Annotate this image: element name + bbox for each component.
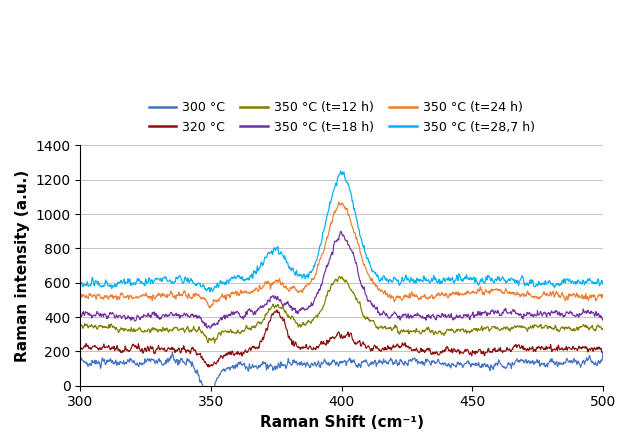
350 °C (t=18 h) (206, 326, 214, 331)
350 °C (t=12 h) (165, 330, 172, 335)
350 °C (t=24 h) (304, 281, 311, 287)
350 °C (t=12 h) (599, 327, 606, 332)
350 °C (t=12 h) (76, 325, 84, 330)
320 °C (253, 345, 261, 350)
350 °C (t=24 h) (206, 305, 214, 311)
350 °C (t=24 h) (146, 296, 153, 301)
320 °C (76, 347, 84, 352)
350 °C (t=28,7 h) (337, 168, 345, 174)
Line: 350 °C (t=12 h): 350 °C (t=12 h) (80, 276, 603, 343)
350 °C (t=18 h) (352, 260, 360, 266)
350 °C (t=12 h) (253, 322, 261, 327)
350 °C (t=28,7 h) (599, 282, 606, 287)
350 °C (t=12 h) (352, 296, 360, 302)
Line: 320 °C: 320 °C (80, 310, 603, 367)
350 °C (t=18 h) (165, 312, 172, 317)
320 °C (599, 350, 606, 355)
350 °C (t=12 h) (211, 340, 218, 346)
350 °C (t=12 h) (304, 320, 311, 326)
350 °C (t=28,7 h) (76, 279, 84, 284)
Line: 350 °C (t=18 h): 350 °C (t=18 h) (80, 231, 603, 328)
320 °C (363, 344, 370, 350)
350 °C (t=28,7 h) (165, 279, 172, 284)
300 °C (254, 366, 261, 372)
300 °C (599, 351, 606, 356)
350 °C (t=28,7 h) (304, 272, 311, 277)
Legend: 300 °C, 320 °C, 350 °C (t=12 h), 350 °C (t=18 h), 350 °C (t=24 h), 350 °C (t=28,: 300 °C, 320 °C, 350 °C (t=12 h), 350 °C … (143, 97, 540, 139)
320 °C (205, 364, 213, 370)
350 °C (t=18 h) (337, 229, 345, 234)
350 °C (t=18 h) (304, 307, 311, 312)
320 °C (304, 346, 312, 352)
350 °C (t=18 h) (253, 308, 261, 313)
350 °C (t=28,7 h) (253, 267, 261, 272)
350 °C (t=28,7 h) (363, 256, 370, 261)
350 °C (t=24 h) (599, 294, 606, 299)
320 °C (352, 342, 360, 347)
320 °C (273, 307, 281, 312)
350 °C (t=18 h) (363, 294, 370, 299)
320 °C (146, 347, 153, 352)
300 °C (165, 359, 172, 364)
350 °C (t=18 h) (599, 317, 606, 323)
350 °C (t=18 h) (146, 313, 153, 318)
X-axis label: Raman Shift (cm⁻¹): Raman Shift (cm⁻¹) (259, 415, 423, 430)
350 °C (t=12 h) (363, 316, 370, 321)
350 °C (t=28,7 h) (352, 213, 360, 218)
350 °C (t=24 h) (352, 235, 360, 240)
300 °C (206, 397, 214, 402)
350 °C (t=12 h) (146, 328, 153, 333)
Line: 350 °C (t=28,7 h): 350 °C (t=28,7 h) (80, 171, 603, 292)
320 °C (165, 345, 172, 350)
350 °C (t=24 h) (76, 291, 84, 296)
300 °C (352, 362, 360, 367)
350 °C (t=24 h) (363, 268, 370, 273)
300 °C (168, 349, 176, 355)
350 °C (t=24 h) (335, 199, 343, 205)
300 °C (363, 359, 370, 364)
300 °C (304, 362, 312, 367)
350 °C (t=18 h) (76, 315, 84, 320)
350 °C (t=24 h) (165, 292, 172, 298)
Y-axis label: Raman intensity (a.u.): Raman intensity (a.u.) (15, 170, 30, 362)
300 °C (76, 359, 84, 364)
300 °C (146, 356, 153, 362)
350 °C (t=12 h) (336, 274, 343, 279)
350 °C (t=28,7 h) (206, 289, 214, 295)
350 °C (t=24 h) (253, 287, 261, 292)
Line: 300 °C: 300 °C (80, 352, 603, 400)
Line: 350 °C (t=24 h): 350 °C (t=24 h) (80, 202, 603, 308)
350 °C (t=28,7 h) (146, 276, 153, 282)
